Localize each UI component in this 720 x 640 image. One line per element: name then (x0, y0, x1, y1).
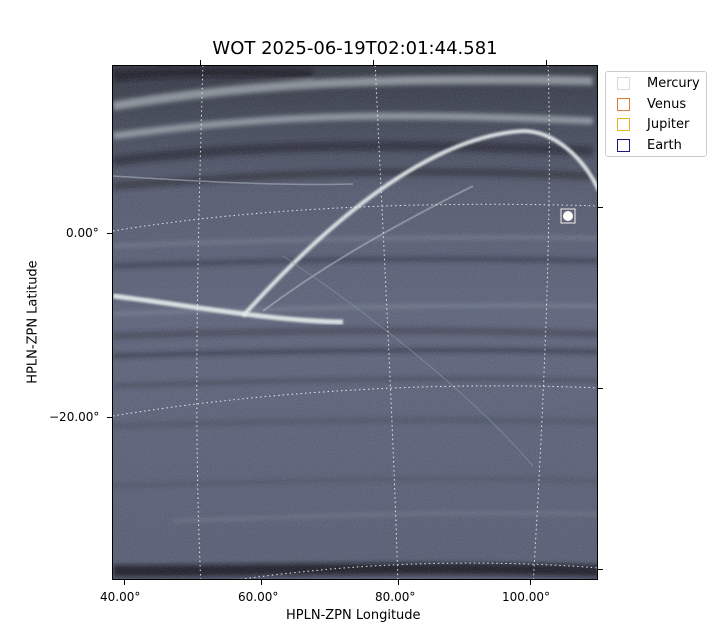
earth-swatch-icon (617, 138, 630, 152)
image-noise (113, 66, 597, 579)
y-axis-label: HPLN-ZPN Latitude (25, 260, 41, 384)
legend-label: Mercury (647, 75, 700, 91)
x-tick-1 (124, 580, 125, 585)
y-tick-2 (107, 417, 112, 418)
legend-item-jupiter: Jupiter (617, 116, 689, 132)
jupiter-swatch-icon (617, 117, 630, 131)
y-tick-right-3 (598, 569, 603, 570)
venus-swatch-icon (617, 97, 630, 111)
y-tick-label-1: 0.00° (66, 226, 99, 240)
bright-arcs (113, 128, 597, 467)
x-tick-label-4: 100.00° (502, 590, 550, 604)
coordinate-grid (113, 66, 597, 579)
y-tick-label-2: −20.00° (49, 410, 100, 424)
mercury-swatch-icon (617, 76, 630, 90)
x-axis-label: HPLN-ZPN Longitude (286, 608, 421, 623)
legend-label: Earth (647, 137, 682, 153)
x-tick-label-3: 80.00° (375, 590, 416, 604)
x-tick-top-3 (546, 60, 547, 65)
x-tick-4 (530, 580, 531, 585)
x-tick-top-2 (373, 60, 374, 65)
x-tick-top-1 (200, 60, 201, 65)
legend-item-mercury: Mercury (617, 75, 700, 91)
y-tick-right-1 (598, 207, 603, 208)
y-tick-right-2 (598, 388, 603, 389)
legend-label: Jupiter (647, 116, 690, 132)
x-tick-label-1: 40.00° (100, 590, 141, 604)
x-tick-3 (398, 580, 399, 585)
legend: Mercury Venus Jupiter Earth (605, 71, 707, 157)
plot-title: WOT 2025-06-19T02:01:44.581 (212, 38, 498, 59)
heliospheric-image (112, 65, 598, 580)
legend-item-earth: Earth (617, 137, 682, 153)
legend-item-venus: Venus (617, 96, 686, 112)
legend-label: Venus (647, 96, 687, 112)
x-tick-label-2: 60.00° (238, 590, 279, 604)
x-tick-2 (261, 580, 262, 585)
planet-marker (560, 208, 576, 224)
y-tick-1 (107, 233, 112, 234)
image-canvas (113, 66, 597, 579)
